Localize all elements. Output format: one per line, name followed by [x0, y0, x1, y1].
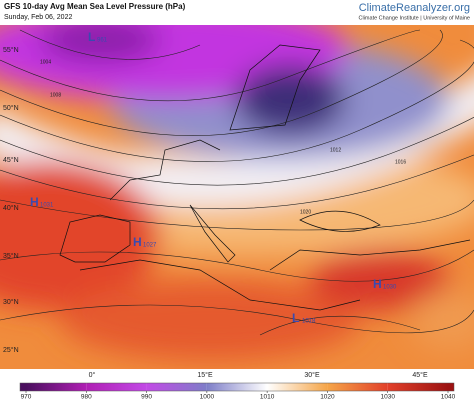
pressure-value: 1030 — [383, 285, 397, 291]
contour-label: 1012 — [330, 147, 341, 153]
lon-label: 15°E — [197, 371, 213, 379]
pressure-center: L — [88, 30, 95, 44]
colorbar-segment — [26, 383, 87, 391]
lon-label: 45°E — [412, 371, 428, 379]
colorbar-tick-label: 980 — [81, 394, 92, 401]
pressure-center: H — [373, 277, 382, 291]
credit: Climate Change Institute | University of… — [359, 15, 470, 21]
colorbar-tick-label: 1020 — [320, 394, 335, 401]
lat-label: 45°N — [3, 156, 19, 164]
subtitle: Sunday, Feb 06, 2022 — [4, 14, 72, 21]
colorbar-tick-label: 1030 — [380, 394, 395, 401]
colorbar: 970 980 990 1000 1010 1020 1030 1040 — [19, 382, 456, 401]
pressure-value: 1027 — [143, 243, 157, 249]
colorbar-tick-label: 970 — [21, 394, 32, 401]
lat-label: 35°N — [3, 252, 19, 260]
colorbar-segment — [206, 383, 268, 391]
contour-label: 1004 — [40, 59, 51, 65]
pressure-value: 1031 — [40, 203, 54, 209]
map: 1004 1008 1012 1016 1020 L 961 H 1031 H … — [0, 25, 474, 369]
contours — [0, 29, 474, 336]
lat-label: 55°N — [3, 46, 19, 54]
contour-label: 1020 — [300, 209, 311, 215]
colorbar-segment — [146, 383, 207, 391]
colorbar-segment — [327, 383, 388, 391]
pressure-center: L — [292, 311, 299, 325]
colorbar-tick-label: 1010 — [260, 394, 275, 401]
colorbar-frame — [19, 382, 455, 392]
pressure-center: H — [133, 235, 142, 249]
colorbar-tick-label: 1040 — [441, 394, 456, 401]
pressure-field — [0, 25, 474, 360]
contour-label: 1016 — [395, 159, 406, 165]
pressure-center: H — [30, 195, 39, 209]
lat-label: 40°N — [3, 204, 19, 212]
colorbar-cap — [20, 383, 26, 391]
colorbar-segment — [267, 383, 328, 391]
lon-label: 30°E — [304, 371, 320, 379]
lat-label: 50°N — [3, 104, 19, 112]
colorbar-segment — [86, 383, 147, 391]
pressure-value: 1018 — [302, 319, 316, 325]
title: GFS 10-day Avg Mean Sea Level Pressure (… — [4, 2, 186, 11]
colorbar-cap — [448, 383, 454, 391]
contour-label: 1008 — [50, 92, 61, 98]
brand[interactable]: ClimateReanalyzer.org — [359, 2, 470, 14]
lat-label: 25°N — [3, 346, 19, 354]
lon-label: 0° — [89, 371, 96, 379]
pressure-value: 961 — [97, 38, 108, 44]
lat-label: 30°N — [3, 298, 19, 306]
colorbar-tick-label: 1000 — [200, 394, 215, 401]
colorbar-tick-label: 990 — [141, 394, 152, 401]
colorbar-segment — [387, 383, 448, 391]
coastlines — [59, 44, 471, 311]
